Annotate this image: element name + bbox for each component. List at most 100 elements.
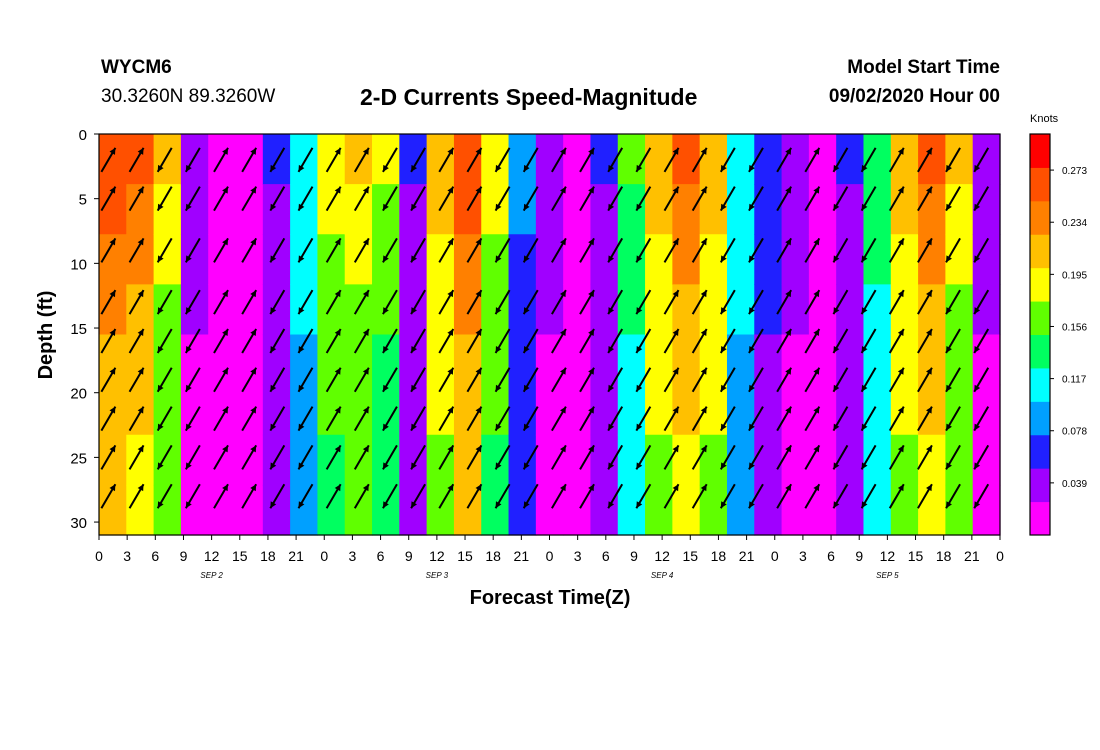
- current-arrow-head: [157, 255, 164, 263]
- current-arrow-head: [109, 186, 116, 194]
- current-arrow-head: [897, 328, 904, 336]
- heatmap-cell: [890, 234, 919, 285]
- current-arrow-head: [720, 345, 727, 353]
- current-arrow-head: [475, 147, 482, 155]
- heatmap-cell: [836, 284, 865, 336]
- current-arrow-head: [250, 367, 257, 375]
- x-tick-label: 18: [260, 548, 276, 564]
- heatmap-cell: [890, 384, 919, 436]
- current-arrow-head: [222, 290, 229, 298]
- heatmap-cell: [344, 134, 373, 185]
- current-arrow-head: [495, 164, 502, 172]
- current-arrow-head: [447, 484, 454, 492]
- x-tick-label: 12: [654, 548, 670, 564]
- heatmap-cell: [563, 184, 592, 235]
- heatmap-cell: [590, 484, 619, 536]
- colorbar-segment: [1030, 434, 1050, 469]
- current-arrow-head: [636, 384, 643, 392]
- current-arrow-head: [270, 203, 277, 211]
- y-tick-label: 0: [79, 127, 87, 144]
- current-arrow-head: [411, 345, 417, 353]
- current-arrow-head: [411, 501, 417, 509]
- heatmap-cell: [235, 184, 264, 235]
- current-arrow-head: [157, 345, 164, 353]
- heatmap-cell: [317, 234, 346, 285]
- x-axis: 0 3 6 9 12 15 18 21 0 3 6 9 12 15 18 21 0 3 6 9 12 15 18 21 0 3 6 9…: [95, 535, 1004, 580]
- heatmap-cell: [399, 134, 428, 185]
- heatmap-cell: [426, 284, 455, 336]
- current-arrow-head: [926, 147, 932, 155]
- heatmap-cell: [918, 484, 946, 536]
- current-arrow-head: [672, 445, 679, 453]
- current-arrow-head: [926, 290, 932, 298]
- current-arrow-head: [636, 345, 643, 353]
- heatmap-cell: [863, 184, 892, 235]
- heatmap-cell: [890, 484, 919, 536]
- current-arrow-head: [270, 345, 277, 353]
- heatmap-cell: [726, 434, 755, 486]
- heatmap-cell: [208, 234, 237, 285]
- current-arrow-head: [185, 164, 192, 172]
- current-arrow-head: [720, 203, 727, 211]
- heatmap-cell: [863, 384, 892, 436]
- current-arrow-head: [411, 203, 417, 211]
- heatmap-cell: [235, 234, 264, 285]
- heatmap-cell: [617, 334, 646, 386]
- heatmap-cell: [590, 184, 619, 235]
- current-arrow-head: [700, 406, 707, 414]
- heatmap-cell: [317, 184, 346, 235]
- heatmap-cell: [426, 334, 455, 386]
- heatmap-cell: [754, 284, 783, 336]
- current-arrow-head: [411, 255, 417, 263]
- current-arrow-head: [813, 147, 820, 155]
- current-arrow-head: [861, 384, 868, 392]
- current-arrow-head: [946, 255, 952, 263]
- current-arrow-head: [157, 423, 164, 431]
- current-arrow-head: [362, 367, 369, 375]
- current-arrow-head: [672, 367, 679, 375]
- y-tick-label: 20: [70, 386, 87, 403]
- current-arrow-head: [382, 501, 389, 509]
- heatmap-cell: [781, 284, 810, 336]
- current-arrow-head: [588, 406, 595, 414]
- current-arrow-head: [974, 501, 981, 509]
- heatmap-cell: [290, 134, 319, 185]
- heatmap-cell: [99, 334, 127, 386]
- x-tick-label: 21: [288, 548, 304, 564]
- heatmap-cell: [699, 434, 728, 486]
- heatmap-cell: [645, 184, 673, 235]
- current-arrow-head: [495, 423, 502, 431]
- x-axis-label: Forecast Time(Z): [470, 587, 631, 609]
- heatmap-cell: [972, 134, 1001, 185]
- current-arrow-head: [185, 423, 192, 431]
- heatmap-cell: [945, 334, 974, 386]
- x-day-label: SEP 5: [876, 571, 899, 580]
- current-arrow-head: [833, 462, 840, 470]
- current-arrow-head: [334, 238, 341, 246]
- current-arrow-head: [109, 406, 116, 414]
- heatmap-cell: [180, 234, 209, 285]
- current-arrow-head: [157, 501, 164, 509]
- x-tick-label: 15: [457, 548, 473, 564]
- heatmap-cell: [317, 384, 346, 436]
- current-arrow-head: [785, 406, 792, 414]
- current-arrow-head: [700, 328, 707, 336]
- x-tick-label: 18: [711, 548, 727, 564]
- current-arrow-head: [475, 328, 482, 336]
- heatmap-cell: [863, 234, 892, 285]
- current-arrow-head: [495, 384, 502, 392]
- current-arrow-head: [833, 345, 840, 353]
- heatmap-cell: [945, 184, 974, 235]
- current-arrow-head: [636, 164, 643, 172]
- heatmap-cell: [372, 334, 400, 386]
- current-arrow-head: [700, 445, 707, 453]
- heatmap-cell: [972, 484, 1001, 536]
- heatmap-cell: [890, 184, 919, 235]
- current-arrow-head: [588, 186, 595, 194]
- heatmap-cell: [808, 284, 837, 336]
- colorbar-segment: [1030, 468, 1050, 503]
- heatmap-cell: [99, 134, 127, 185]
- heatmap-cell: [535, 334, 564, 386]
- heatmap-cell: [535, 284, 564, 336]
- current-arrow-head: [109, 367, 116, 375]
